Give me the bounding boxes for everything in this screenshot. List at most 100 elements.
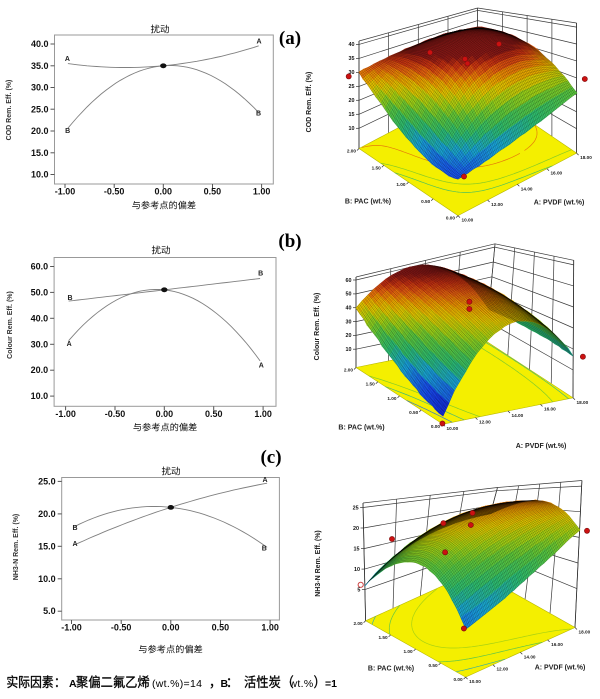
svg-text:COD Rem. Eff. (%): COD Rem. Eff. (%) [306, 72, 313, 133]
svg-text:10: 10 [346, 347, 352, 353]
svg-text:25: 25 [353, 505, 359, 511]
svg-text:10.00: 10.00 [462, 218, 474, 223]
svg-text:25: 25 [349, 84, 355, 90]
svg-text:0.50: 0.50 [428, 663, 438, 668]
svg-text:10.0: 10.0 [38, 574, 56, 584]
svg-text:40.0: 40.0 [31, 39, 49, 49]
svg-text:1.00: 1.00 [254, 409, 272, 419]
svg-text:0.00: 0.00 [156, 409, 174, 419]
svg-text:20.0: 20.0 [38, 509, 56, 519]
svg-text:10: 10 [354, 567, 360, 573]
svg-text:2.00: 2.00 [353, 621, 363, 626]
svg-text:18.00: 18.00 [579, 630, 591, 635]
svg-text:COD Rem. Eff. (%): COD Rem. Eff. (%) [6, 80, 13, 141]
svg-text:A: A [69, 678, 77, 690]
svg-text:0.00: 0.00 [155, 187, 173, 197]
svg-text:B: PAC (wt.%): B: PAC (wt.%) [338, 425, 384, 432]
svg-text:1.00: 1.00 [253, 187, 271, 197]
svg-text:1.00: 1.00 [396, 182, 406, 187]
svg-text:B: PAC (wt.%): B: PAC (wt.%) [368, 666, 414, 673]
svg-text:B: B [256, 111, 261, 118]
svg-text:A: A [256, 38, 261, 45]
svg-text:Colour Rem. Eff. (%): Colour Rem. Eff. (%) [7, 291, 14, 359]
svg-text:1.50: 1.50 [366, 382, 376, 387]
svg-text:10.00: 10.00 [447, 426, 459, 431]
svg-text:-0.50: -0.50 [104, 187, 125, 197]
svg-text:-0.50: -0.50 [105, 409, 126, 419]
svg-text:A: A [262, 477, 267, 484]
svg-text:A: PVDF (wt.%): A: PVDF (wt.%) [535, 665, 586, 672]
svg-text:0.50: 0.50 [421, 199, 431, 204]
svg-text:1.00: 1.00 [403, 649, 413, 654]
svg-text:1.00: 1.00 [261, 623, 279, 633]
svg-text:B: B [262, 546, 267, 553]
svg-text:5.0: 5.0 [43, 606, 56, 616]
svg-text:-1.00: -1.00 [61, 623, 82, 633]
svg-text:A: PVDF (wt.%): A: PVDF (wt.%) [534, 200, 585, 207]
svg-text:0.50: 0.50 [205, 409, 223, 419]
svg-text:10.00: 10.00 [469, 679, 481, 684]
svg-text:16.00: 16.00 [551, 642, 563, 647]
svg-text:B: B [221, 678, 229, 690]
svg-text:A: A [65, 56, 70, 63]
svg-text:Colour Rem. Eff. (%): Colour Rem. Eff. (%) [314, 293, 321, 361]
svg-text:0.50: 0.50 [409, 410, 419, 415]
svg-text:20: 20 [353, 526, 359, 532]
svg-text:14.00: 14.00 [524, 654, 536, 659]
svg-text:15: 15 [354, 546, 360, 552]
svg-text:30.0: 30.0 [31, 83, 49, 93]
svg-text:60: 60 [346, 278, 352, 284]
svg-text:10.0: 10.0 [31, 391, 49, 401]
svg-text:-0.50: -0.50 [111, 623, 132, 633]
svg-text:-1.00: -1.00 [55, 409, 76, 419]
svg-text:35: 35 [349, 56, 355, 62]
svg-text:14.00: 14.00 [512, 413, 524, 418]
svg-text:35.0: 35.0 [31, 61, 49, 71]
svg-text:18.00: 18.00 [580, 155, 592, 160]
svg-text:0.00: 0.00 [431, 424, 441, 429]
svg-text:B: B [72, 525, 77, 532]
svg-text:25.0: 25.0 [38, 476, 56, 486]
svg-text:=1: =1 [325, 678, 337, 690]
svg-text:-1.00: -1.00 [55, 187, 76, 197]
svg-text:40.0: 40.0 [31, 313, 49, 323]
svg-text:12.00: 12.00 [496, 667, 508, 672]
svg-text:0.00: 0.00 [162, 623, 180, 633]
svg-text:1.00: 1.00 [387, 396, 397, 401]
svg-text:A: A [259, 362, 264, 369]
svg-text:10.0: 10.0 [31, 170, 49, 180]
svg-text:20.0: 20.0 [31, 365, 49, 375]
svg-text:B: B [67, 295, 72, 302]
svg-text:16.00: 16.00 [550, 171, 562, 176]
svg-text:15.0: 15.0 [38, 541, 56, 551]
svg-text:wt.%: wt.% [289, 678, 314, 690]
svg-text:25.0: 25.0 [31, 104, 49, 114]
svg-text:40: 40 [349, 42, 355, 48]
svg-text:(a): (a) [279, 28, 301, 49]
svg-text:2.00: 2.00 [344, 368, 354, 373]
svg-text:A: A [72, 541, 77, 548]
svg-text:20: 20 [346, 333, 352, 339]
svg-text:B: B [258, 270, 263, 277]
svg-text:0.00: 0.00 [446, 216, 456, 221]
svg-text:20: 20 [349, 98, 355, 104]
svg-text:B: PAC (wt.%): B: PAC (wt.%) [345, 199, 391, 206]
svg-text:2.00: 2.00 [347, 149, 357, 154]
svg-text:0.50: 0.50 [212, 623, 230, 633]
svg-text:14.00: 14.00 [521, 186, 533, 191]
svg-text:15.0: 15.0 [31, 148, 49, 158]
svg-text:0.00: 0.00 [453, 677, 463, 682]
svg-text:30: 30 [346, 319, 352, 325]
svg-text:A: A [67, 341, 72, 348]
svg-text:40: 40 [346, 306, 352, 312]
svg-text:30.0: 30.0 [31, 339, 49, 349]
svg-text:0.50: 0.50 [204, 187, 222, 197]
svg-text:16.00: 16.00 [544, 406, 556, 411]
svg-text:NH3-N Rem. Eff. (%): NH3-N Rem. Eff. (%) [13, 514, 20, 581]
svg-text:5: 5 [357, 587, 360, 593]
svg-text:(c): (c) [260, 447, 281, 468]
svg-text:B: B [65, 128, 70, 135]
svg-text:12.00: 12.00 [479, 420, 491, 425]
svg-text:60.0: 60.0 [31, 262, 49, 272]
svg-text:15: 15 [349, 112, 355, 118]
